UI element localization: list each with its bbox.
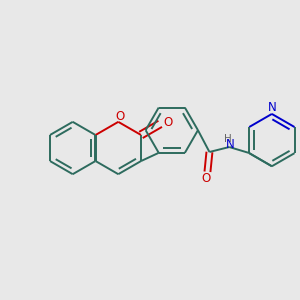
- Text: O: O: [163, 116, 172, 129]
- Text: O: O: [201, 172, 211, 185]
- Text: O: O: [115, 110, 124, 123]
- Text: N: N: [268, 101, 276, 114]
- Text: N: N: [226, 138, 235, 151]
- Text: H: H: [224, 134, 232, 144]
